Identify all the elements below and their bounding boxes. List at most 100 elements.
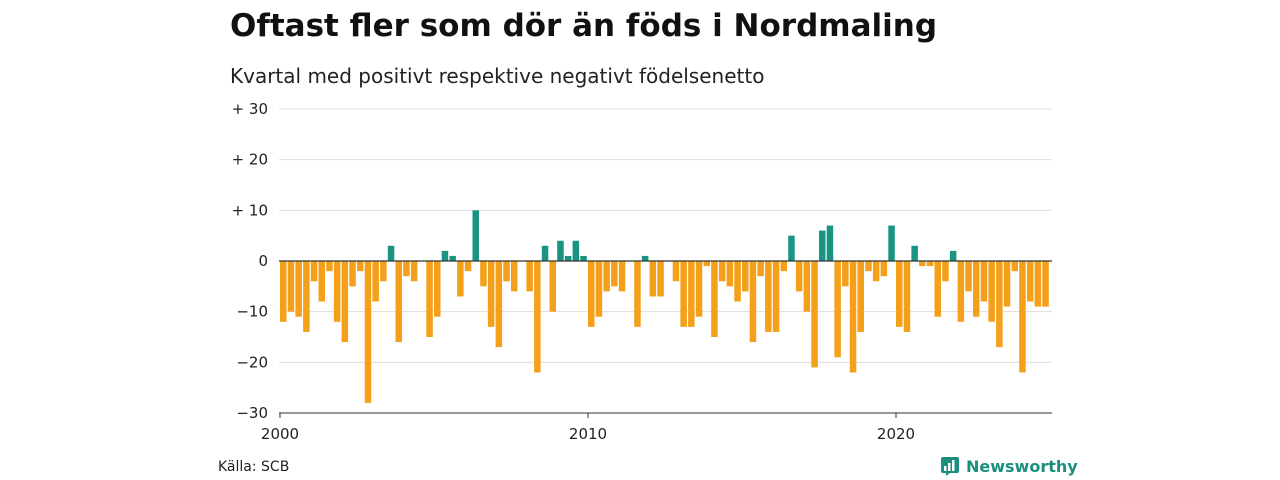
bar	[657, 261, 664, 297]
bar	[788, 235, 795, 261]
bar	[942, 261, 949, 282]
bar	[1019, 261, 1026, 373]
bar	[503, 261, 510, 282]
bar	[819, 230, 826, 261]
bar	[865, 261, 872, 272]
x-tick-label: 2010	[569, 425, 607, 443]
bar	[641, 255, 649, 261]
bar	[349, 261, 356, 287]
bar	[872, 261, 880, 282]
newsworthy-logo-icon	[941, 457, 959, 476]
bar	[1034, 261, 1042, 307]
bar	[387, 245, 395, 261]
bar	[703, 261, 710, 267]
y-tick-label: 0	[258, 252, 268, 270]
bar	[403, 261, 410, 277]
bar	[888, 225, 895, 261]
bar	[449, 255, 456, 261]
bar	[988, 261, 995, 322]
bar	[395, 261, 402, 343]
y-tick-label: + 10	[232, 201, 268, 219]
y-tick-label: −30	[236, 404, 268, 422]
bar	[595, 261, 603, 317]
bar	[372, 261, 379, 302]
bar	[326, 261, 333, 272]
bar	[1003, 261, 1011, 307]
bar	[811, 261, 818, 368]
bar	[757, 261, 764, 277]
bar	[734, 261, 741, 302]
bar	[903, 261, 911, 332]
bar	[688, 261, 695, 327]
bar	[949, 250, 957, 261]
bar	[464, 261, 472, 272]
bar	[911, 245, 918, 261]
bar	[526, 261, 533, 292]
bar	[549, 261, 556, 312]
bar	[711, 261, 718, 337]
bar	[434, 261, 441, 317]
bar	[749, 261, 757, 343]
bar	[634, 261, 641, 327]
bar	[318, 261, 325, 302]
bar	[303, 261, 310, 332]
bar	[680, 261, 687, 327]
bar	[364, 261, 372, 403]
bar	[603, 261, 610, 292]
bar	[934, 261, 941, 317]
bar	[695, 261, 703, 317]
chart-title: Oftast fler som dör än föds i Nordmaling	[230, 8, 938, 44]
bar	[1026, 261, 1034, 302]
x-tick-label: 2020	[877, 425, 915, 443]
bar	[919, 261, 926, 267]
bar	[826, 225, 834, 261]
y-tick-label: −10	[236, 303, 268, 321]
bar	[1011, 261, 1018, 272]
bar	[726, 261, 734, 287]
bar	[980, 261, 988, 302]
bar	[287, 261, 295, 312]
bar	[341, 261, 349, 343]
bar	[310, 261, 318, 282]
bar	[380, 261, 387, 282]
bar	[441, 250, 449, 261]
source-note: Källa: SCB	[218, 459, 290, 475]
bar	[557, 240, 564, 261]
y-tick-label: + 30	[232, 100, 268, 118]
bar	[742, 261, 749, 292]
bar	[541, 245, 549, 261]
bar	[996, 261, 1003, 348]
bar	[564, 255, 572, 261]
bar	[780, 261, 787, 272]
chart-subtitle: Kvartal med positivt respektive negativt…	[230, 64, 765, 88]
bar	[1042, 261, 1049, 307]
x-tick-label: 2000	[261, 425, 299, 443]
bar	[295, 261, 302, 317]
bar	[957, 261, 965, 322]
bar	[511, 261, 518, 292]
bar	[572, 240, 580, 261]
bar	[857, 261, 864, 332]
bar	[426, 261, 433, 337]
bar	[534, 261, 541, 373]
bar	[896, 261, 903, 327]
bar	[487, 261, 495, 327]
bar	[457, 261, 464, 297]
bar	[772, 261, 780, 332]
bar	[765, 261, 772, 332]
bar	[849, 261, 857, 373]
bar	[280, 261, 287, 322]
bar	[472, 210, 479, 261]
brand-logo: Newsworthy	[940, 456, 1078, 476]
bar	[580, 255, 587, 261]
bar	[880, 261, 888, 277]
bar	[965, 261, 972, 292]
bar	[480, 261, 487, 287]
bar	[618, 261, 626, 292]
bar	[333, 261, 341, 322]
bar	[495, 261, 503, 348]
bar	[718, 261, 726, 282]
bar	[649, 261, 657, 297]
bar	[973, 261, 980, 317]
